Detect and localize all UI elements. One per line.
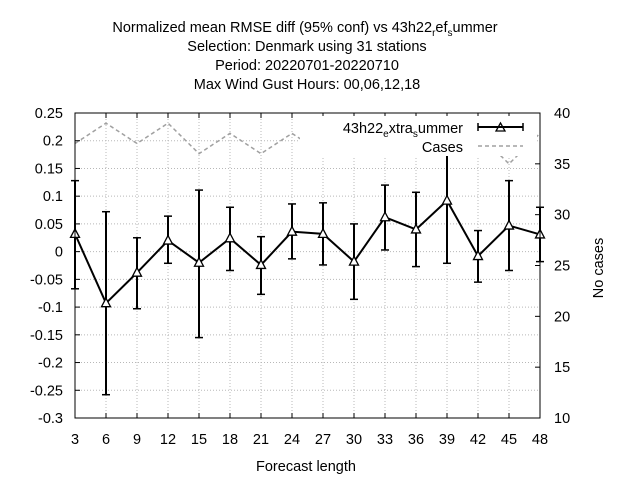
x-tick-label: 39 — [439, 432, 455, 448]
x-tick-label: 6 — [102, 432, 110, 448]
y-tick-label: 0.05 — [35, 217, 63, 233]
y-tick-label: 0 — [55, 245, 63, 261]
x-tick-label: 3 — [71, 432, 79, 448]
data-point-marker — [503, 219, 515, 230]
data-point-marker — [348, 255, 360, 266]
y-tick-label: -0.25 — [30, 383, 63, 399]
data-point-marker — [193, 256, 205, 267]
x-axis-label: Forecast length — [256, 459, 356, 475]
data-point-marker — [317, 227, 329, 239]
x-tick-label: 18 — [222, 432, 238, 448]
y-axis-ticks: -0.3 -0.25 -0.2 -0.15 -0.1 -0.05 0 0.05 0.1 0.15 0… — [30, 106, 80, 427]
legend-label-main: 43h22extrasummer — [343, 121, 463, 140]
x-tick-label: 15 — [191, 432, 207, 448]
y2-tick-label: 35 — [554, 157, 570, 173]
main-line — [74, 199, 541, 305]
y2-axis-label: No cases — [591, 238, 607, 298]
y-tick-label: 0.2 — [43, 134, 63, 150]
x-tick-label: 9 — [133, 432, 141, 448]
y2-tick-label: 10 — [554, 411, 570, 427]
title-line-3: Period: 20220701-20220710 — [215, 58, 399, 74]
y-tick-label: -0.15 — [30, 328, 63, 344]
y2-tick-label: 30 — [554, 208, 570, 224]
y2-tick-label: 15 — [554, 360, 570, 376]
x-tick-label: 21 — [253, 432, 269, 448]
y-tick-label: -0.3 — [38, 411, 63, 427]
y-tick-label: 0.1 — [43, 189, 63, 205]
data-point-marker — [410, 223, 422, 234]
y-tick-label: -0.1 — [38, 300, 63, 316]
cases-series — [74, 122, 541, 165]
data-point-marker — [255, 258, 267, 270]
y2-tick-label: 20 — [554, 309, 570, 325]
x-tick-label: 36 — [408, 432, 424, 448]
x-tick-label: 27 — [315, 432, 331, 448]
data-point-marker — [224, 231, 236, 243]
title-line-2: Selection: Denmark using 31 stations — [187, 39, 426, 55]
x-tick-label: 33 — [377, 432, 393, 448]
x-tick-label: 42 — [470, 432, 486, 448]
legend-background — [300, 116, 537, 156]
data-point-marker — [162, 234, 174, 245]
y2-tick-label: 40 — [554, 106, 570, 122]
x-tick-label: 24 — [284, 432, 300, 448]
data-point-marker — [286, 225, 298, 236]
legend-label-cases: Cases — [422, 140, 463, 156]
legend-marker-triangle — [494, 121, 507, 132]
y-tick-label: 0.15 — [35, 161, 63, 177]
data-point-marker — [441, 194, 453, 205]
cases-line — [74, 122, 541, 165]
y-tick-label: -0.05 — [30, 272, 63, 288]
x-axis-ticks: 3 6 9 12 15 18 21 24 27 30 33 36 39 42 45 48 — [71, 113, 548, 448]
chart-title: Normalized mean RMSE diff (95% conf) vs … — [112, 20, 497, 93]
x-tick-label: 30 — [346, 432, 362, 448]
title-line-4: Max Wind Gust Hours: 00,06,12,18 — [194, 77, 420, 93]
y2-axis-ticks: 10 15 20 25 30 35 40 — [535, 106, 570, 427]
y-tick-label: 0.25 — [35, 106, 63, 122]
data-point-marker — [100, 296, 112, 308]
title-line-1: Normalized mean RMSE diff (95% conf) vs … — [112, 20, 497, 39]
x-tick-label: 48 — [532, 432, 548, 448]
y-tick-label: -0.2 — [38, 356, 63, 372]
x-tick-label: 45 — [501, 432, 517, 448]
x-tick-label: 12 — [160, 432, 176, 448]
data-point-marker — [379, 210, 391, 222]
legend: 43h22extrasummer Cases — [300, 116, 537, 156]
data-point-marker — [131, 266, 143, 277]
y2-tick-label: 25 — [554, 259, 570, 275]
data-point-marker — [472, 249, 484, 261]
